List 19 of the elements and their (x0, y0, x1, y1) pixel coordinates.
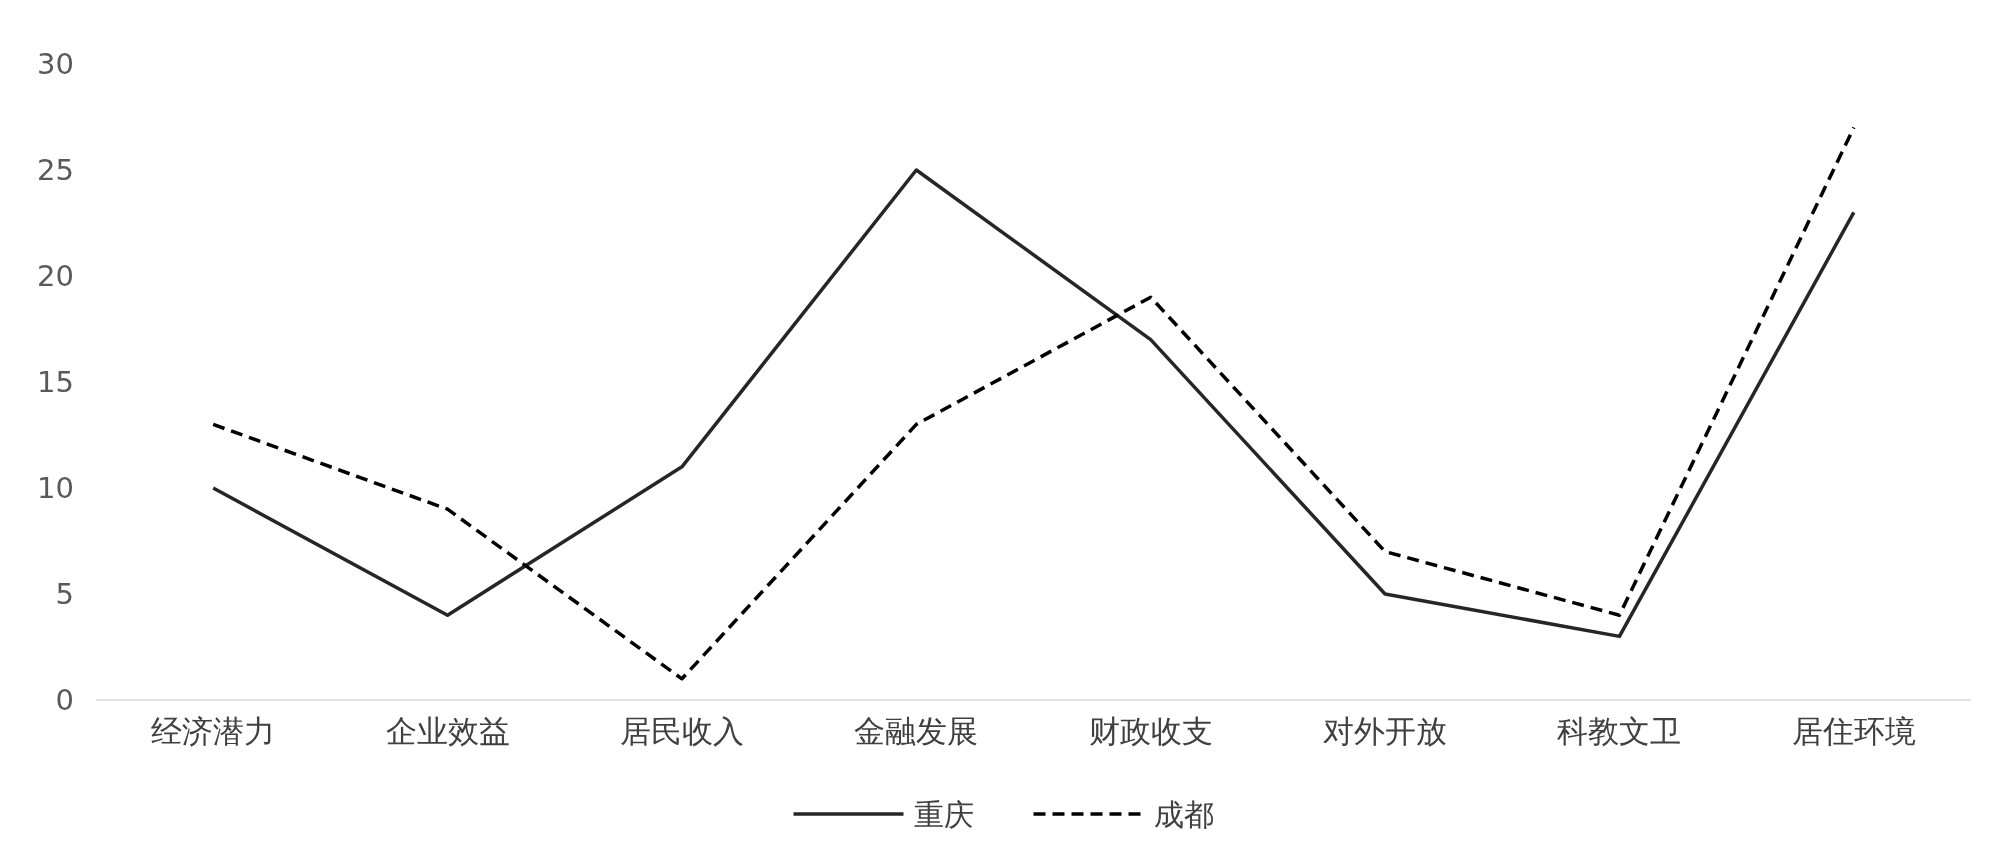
x-tick-label: 科教文卫 (1557, 713, 1682, 749)
y-tick-label: 25 (37, 153, 74, 187)
x-tick-label: 金融发展 (854, 713, 979, 749)
y-tick-label: 30 (37, 47, 74, 81)
y-tick-label: 10 (37, 471, 74, 505)
y-tick-label: 0 (55, 683, 74, 717)
x-tick-label: 对外开放 (1323, 713, 1448, 749)
y-tick-label: 20 (37, 259, 74, 293)
x-tick-label: 居民收入 (619, 713, 744, 749)
x-tick-label: 居住环境 (1791, 713, 1916, 749)
line-series (211, 125, 1856, 681)
x-tick-label: 财政收支 (1088, 713, 1213, 749)
x-tick-label: 企业效益 (385, 713, 510, 749)
legend-label: 重庆 (913, 796, 974, 832)
x-tick-label: 经济潜力 (151, 713, 276, 749)
y-tick-label: 15 (37, 365, 74, 399)
y-tick-label: 5 (55, 577, 74, 611)
legend-label: 成都 (1153, 796, 1214, 832)
line-series (211, 168, 1856, 639)
